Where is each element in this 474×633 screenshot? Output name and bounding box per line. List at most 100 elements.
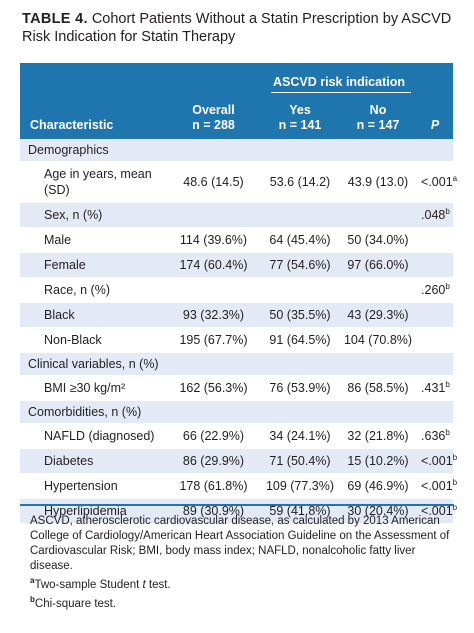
p-value-footnote-mark: b — [452, 477, 458, 487]
table-row: Sex, n (%) .048b — [20, 202, 454, 228]
data-table-container: ASCVD risk indication Characteristic Ove… — [20, 63, 457, 524]
row-label: Female — [20, 252, 166, 278]
cell-yes — [261, 277, 339, 303]
header-yes-n: n = 141 — [278, 118, 322, 132]
cell-p: .048b — [417, 202, 454, 228]
footnote-a-mark: a — [30, 576, 35, 586]
row-label: Age in years, mean (SD) — [20, 161, 166, 203]
cell-no — [339, 202, 418, 228]
table-row: Non-Black 195 (67.7%) 91 (64.5%) 104 (70.8%… — [20, 327, 454, 353]
header-no-label: No — [369, 103, 387, 117]
footnote-a: aTwo-sample Student t test. — [30, 576, 450, 593]
table-row: Age in years, mean (SD) 48.6 (14.5) 53.6 (… — [20, 161, 457, 203]
cell-yes — [261, 202, 339, 228]
section-row: Clinical variables, n (%) — [20, 352, 454, 376]
cell-no: 69 (46.9%) — [339, 473, 418, 499]
section-row: Comorbidities, n (%) — [20, 400, 454, 424]
cell-p: .636b — [417, 423, 454, 449]
cell-yes: 91 (64.5%) — [261, 327, 339, 353]
p-value-footnote-mark: b — [445, 281, 450, 291]
row-label: Hyperlipidemia — [20, 498, 166, 524]
cell-yes: 53.6 (14.2) — [261, 161, 339, 203]
header-no: No n = 147 — [339, 93, 418, 139]
cell-no: 86 (58.5%) — [339, 375, 418, 401]
cell-no: 30 (20.4%) — [339, 498, 418, 524]
p-value: <.001 — [421, 479, 453, 493]
row-label: Hypertension — [20, 473, 166, 499]
row-label: Race, n (%) — [20, 277, 166, 303]
table-row: Black 93 (32.3%) 50 (35.5%) 43 (29.3%) — [20, 302, 454, 328]
header-group-rule — [271, 92, 412, 93]
p-value-footnote-mark: b — [445, 206, 450, 216]
p-value-footnote-mark: b — [452, 452, 458, 462]
row-label: Sex, n (%) — [20, 202, 166, 228]
cell-overall: 48.6 (14.5) — [166, 161, 261, 203]
table-row: BMI ≥30 kg/m² 162 (56.3%) 76 (53.9%) 86 (58… — [20, 375, 454, 401]
section-label: Clinical variables, n (%) — [20, 352, 454, 376]
cell-no: 32 (21.8%) — [339, 423, 418, 449]
section-row: Demographics — [20, 139, 454, 162]
p-value: <.001 — [421, 175, 453, 189]
p-value: .431 — [421, 381, 446, 395]
p-value: .048 — [421, 208, 446, 222]
section-label: Comorbidities, n (%) — [20, 400, 454, 424]
table-row: Hyperlipidemia 89 (30.9%) 59 (41.8%) 30 (20… — [20, 498, 457, 524]
cell-yes: 109 (77.3%) — [261, 473, 339, 499]
cell-overall: 93 (32.3%) — [166, 302, 261, 328]
data-table: ASCVD risk indication Characteristic Ove… — [20, 63, 457, 524]
cell-no: 50 (34.0%) — [339, 227, 418, 253]
table-row: Race, n (%) .260b — [20, 277, 454, 303]
table-caption: Cohort Patients Without a Statin Prescri… — [22, 11, 452, 45]
header-p: P — [417, 93, 454, 139]
cell-overall — [166, 277, 261, 303]
footnote-a-text-end: test. — [145, 579, 171, 591]
cell-yes: 71 (50.4%) — [261, 448, 339, 474]
header-overall-n: n = 288 — [192, 118, 235, 132]
cell-yes: 76 (53.9%) — [261, 375, 339, 401]
header-blank — [20, 63, 166, 93]
table-notes: ASCVD, atherosclerotic cardiovascular di… — [30, 514, 450, 612]
table-body: Demographics Age in years, mean (SD) 48.6 … — [20, 139, 457, 524]
cell-overall: 89 (30.9%) — [166, 498, 261, 524]
header-yes: Yes n = 141 — [261, 93, 339, 139]
table-row: Male 114 (39.6%) 64 (45.4%) 50 (34.0%) — [20, 227, 454, 253]
row-label: BMI ≥30 kg/m² — [20, 375, 166, 401]
cell-p: .431b — [417, 375, 454, 401]
cell-overall: 114 (39.6%) — [166, 227, 261, 253]
p-value: .636 — [421, 429, 446, 443]
cell-no: 104 (70.8%) — [339, 327, 418, 353]
row-label: Black — [20, 302, 166, 328]
cell-p — [417, 227, 454, 253]
cell-no: 97 (66.0%) — [339, 252, 418, 278]
cell-overall: 66 (22.9%) — [166, 423, 261, 449]
table-header: ASCVD risk indication Characteristic Ove… — [20, 63, 454, 139]
abbreviations-note: ASCVD, atherosclerotic cardiovascular di… — [30, 515, 450, 572]
section-label: Demographics — [20, 139, 454, 162]
row-label: Diabetes — [20, 448, 166, 474]
cell-overall: 162 (56.3%) — [166, 375, 261, 401]
footnote-b: bChi-square test. — [30, 596, 450, 612]
header-blank — [417, 63, 454, 93]
p-value-footnote-mark: a — [452, 173, 458, 183]
header-overall: Overall n = 288 — [166, 93, 261, 139]
table-bottom-rule — [20, 504, 453, 506]
cell-yes: 59 (41.8%) — [261, 498, 339, 524]
cell-no — [339, 277, 418, 303]
cell-no: 43 (29.3%) — [339, 302, 418, 328]
footnote-b-text: Chi-square test. — [34, 598, 117, 610]
cell-no: 15 (10.2%) — [339, 448, 418, 474]
header-no-n: n = 147 — [356, 118, 400, 132]
header-overall-label: Overall — [192, 103, 235, 117]
table-title: TABLE 4. Cohort Patients Without a Stati… — [22, 10, 462, 46]
table-row: Female 174 (60.4%) 77 (54.6%) 97 (66.0%) — [20, 252, 454, 278]
cell-overall: 86 (29.9%) — [166, 448, 261, 474]
p-value: .260 — [421, 283, 446, 297]
p-value-footnote-mark: b — [445, 427, 450, 437]
header-group-label: ASCVD risk indication — [273, 75, 405, 89]
p-value-footnote-mark: b — [445, 379, 450, 389]
cell-no: 43.9 (13.0) — [339, 161, 418, 203]
cell-p: <.001b — [417, 498, 457, 524]
cell-p: <.001a — [417, 161, 457, 203]
p-value: <.001 — [421, 504, 453, 518]
